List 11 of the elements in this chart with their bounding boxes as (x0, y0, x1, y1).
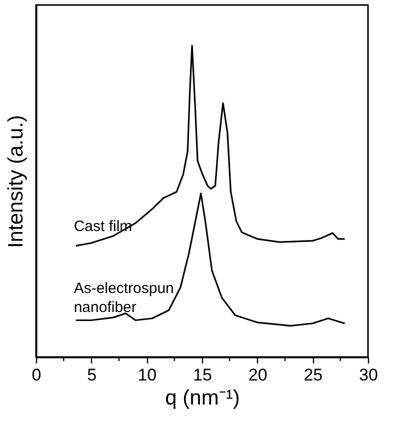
x-tick-label: 25 (304, 366, 323, 384)
x-tick-label: 10 (138, 366, 157, 384)
x-tick-label: 15 (193, 366, 212, 384)
x-tick-label: 5 (87, 366, 97, 384)
x-tick-label: 30 (359, 366, 378, 384)
x-tick-label: 20 (248, 366, 268, 384)
series-label: Cast film (74, 218, 132, 235)
series-label: As-electrospun nanofiber (74, 280, 174, 316)
x-axis-title: q (nm⁻¹) (165, 386, 240, 410)
y-axis-title: Intensity (a.u.) (4, 114, 28, 248)
x-tick-label: 0 (32, 366, 42, 384)
